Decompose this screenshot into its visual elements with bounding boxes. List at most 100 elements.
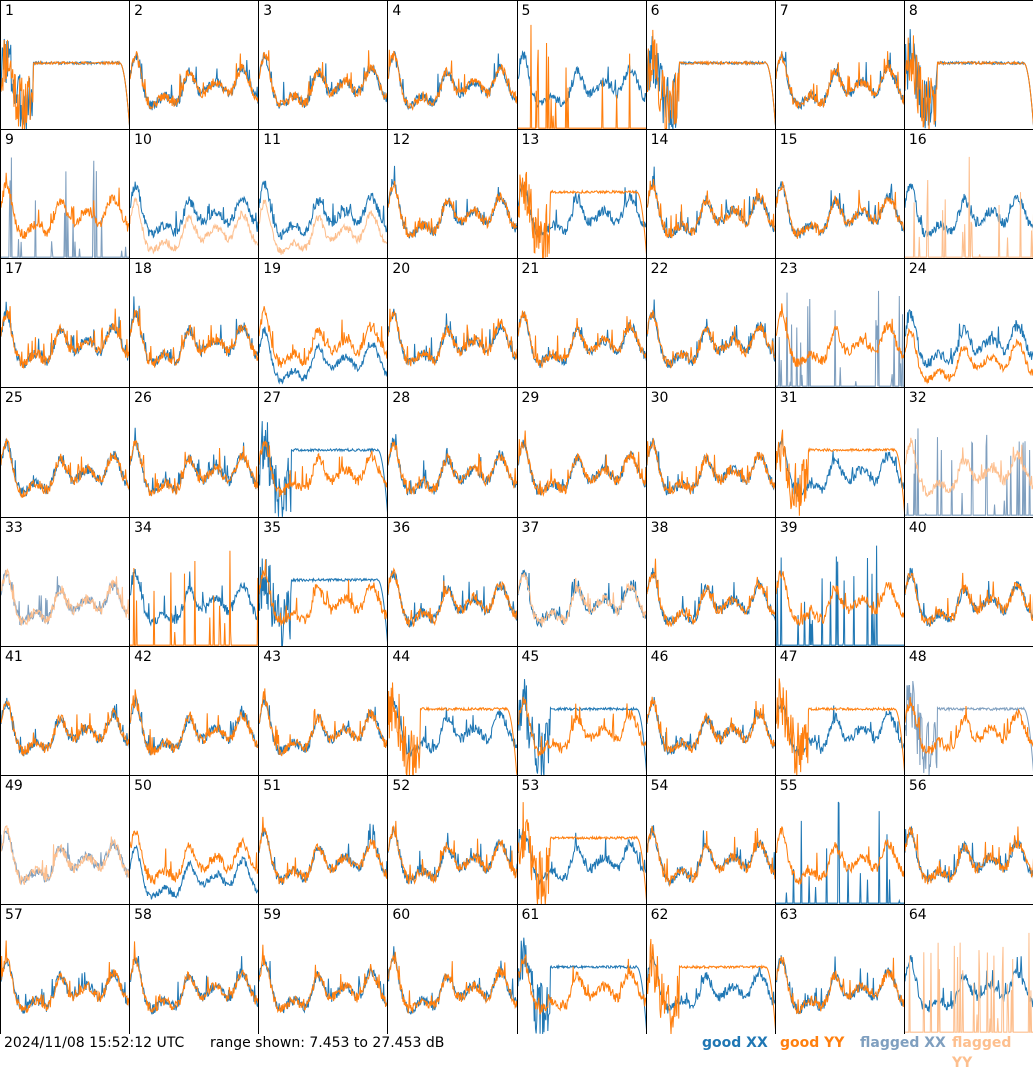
spectrum-panel: 5: [516, 0, 647, 131]
panel-label: 41: [5, 648, 23, 665]
series-line-yy: [775, 51, 905, 109]
panel-label: 17: [5, 261, 23, 278]
spectrum-plot: [388, 49, 518, 111]
panel-label: 3: [263, 3, 273, 19]
spectrum-plot: [388, 820, 518, 885]
spectrum-plot: [775, 429, 905, 518]
panel-label: 28: [392, 390, 411, 407]
series-line-yy: [775, 956, 905, 1015]
series-line-yy: [388, 441, 518, 496]
series-line-yy: [646, 558, 776, 627]
legend-flagged-yy: flagged YY: [952, 1035, 1012, 1071]
spectrum-plot: [646, 696, 776, 756]
spectrum-plot: [130, 941, 260, 1015]
spectrum-panel: 32: [903, 387, 1033, 518]
spectrum-panel: 33: [0, 516, 131, 647]
panel-label: 13: [521, 132, 540, 149]
series-line-xx: [904, 29, 1033, 129]
series-line-yy: [1, 172, 131, 240]
panel-label: 22: [650, 261, 669, 278]
spectrum-plot: [775, 545, 905, 646]
series-line-yy: [130, 51, 260, 111]
panel-label: 37: [521, 519, 540, 536]
series-line-yy: [388, 49, 518, 111]
spectrum-plot: [517, 310, 647, 369]
spectrum-plot: [517, 171, 647, 260]
panel-label: 11: [263, 132, 282, 149]
series-line-xx: [775, 181, 905, 239]
spectrum-plot: [775, 801, 905, 904]
series-line-xx: [1, 157, 131, 258]
panel-label: 55: [779, 777, 798, 794]
spectrum-plot: [646, 299, 776, 370]
spectrum-panel: 43: [258, 645, 389, 776]
series-line-yy: [130, 830, 260, 885]
series-line-yy: [517, 310, 647, 369]
spectrum-panel: 12: [387, 129, 518, 260]
spectrum-plot: [259, 50, 389, 109]
panel-label: 39: [779, 519, 798, 536]
series-line-yy: [130, 308, 260, 368]
spectrum-panel: 1: [0, 0, 131, 131]
panel-label: 20: [392, 261, 411, 278]
spectrum-plot: [646, 166, 776, 239]
spectrum-panel: 23: [774, 258, 905, 389]
spectrum-panel: 19: [258, 258, 389, 389]
spectrum-plot: [259, 180, 389, 256]
panel-label: 59: [263, 906, 282, 923]
spectrum-panel: 59: [258, 903, 389, 1034]
panel-label: 18: [134, 261, 152, 278]
series-line-yy: [1, 567, 131, 626]
spectrum-panel: 17: [0, 258, 131, 389]
spectrum-plot: [388, 682, 518, 776]
spectrum-plot: [904, 29, 1033, 131]
spectrum-plot: [1, 38, 131, 131]
spectrum-plot: [130, 428, 260, 497]
spectrum-plot: [388, 166, 518, 239]
spectrum-panel: 52: [387, 774, 518, 905]
spectrum-plot: [775, 181, 905, 239]
series-line-xx: [259, 327, 389, 385]
panel-label: 51: [263, 777, 282, 794]
spectrum-panel: 20: [387, 258, 518, 389]
spectrum-panel: 58: [129, 903, 260, 1034]
legend-good-xx: good XX: [702, 1035, 768, 1051]
spectrum-panel: 15: [774, 129, 905, 260]
series-line-yy: [904, 826, 1033, 885]
panel-label: 52: [392, 777, 411, 794]
series-line-xx: [388, 166, 518, 239]
series-line-yy: [259, 944, 389, 1014]
series-line-xx: [130, 181, 260, 239]
spectrum-plot: [904, 680, 1033, 776]
spectrum-panel: 60: [387, 903, 518, 1034]
panel-label: 60: [392, 906, 411, 923]
panel-label: 9: [5, 132, 14, 149]
series-line-yy: [646, 309, 776, 370]
spectrum-panel: 61: [516, 903, 647, 1034]
spectrum-plot: [1, 437, 131, 499]
spectrum-panel: 11: [258, 129, 389, 260]
series-line-xx: [388, 569, 518, 628]
series-line-yy: [646, 437, 776, 495]
spectrum-plot: [517, 24, 647, 129]
panel-label: 27: [263, 390, 282, 407]
spectrum-panel: 14: [645, 129, 776, 260]
spectrum-plot: [646, 824, 776, 888]
series-line-yy: [1, 306, 131, 369]
series-line-xx: [775, 801, 905, 904]
series-line-yy: [130, 688, 260, 756]
spectrum-panel: 2: [129, 0, 260, 131]
series-line-yy: [775, 181, 905, 239]
series-line-yy: [646, 179, 776, 239]
panel-label: 64: [908, 906, 927, 923]
series-line-yy: [388, 566, 518, 628]
panel-label: 43: [263, 648, 282, 665]
spectrum-panel: 57: [0, 903, 131, 1034]
panel-label: 63: [779, 906, 798, 923]
series-line-yy: [517, 571, 647, 626]
panel-label: 29: [521, 390, 540, 407]
spectrum-plot: [904, 309, 1033, 385]
spectrum-plot: [1, 697, 131, 756]
spectrum-panel: 24: [903, 258, 1033, 389]
series-line-yy: [388, 308, 518, 367]
